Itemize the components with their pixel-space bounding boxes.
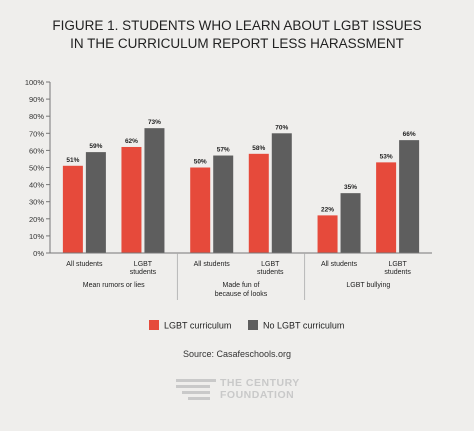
legend: LGBT curriculum No LGBT curriculum — [149, 320, 344, 331]
x-subgroup-label: LGBT — [261, 261, 280, 268]
logo-stripe — [176, 385, 210, 388]
chart-title-line-2: IN THE CURRICULUM REPORT LESS HARASSMENT — [70, 36, 404, 51]
bar-lgbt-curriculum — [121, 146, 142, 253]
legend-label: LGBT curriculum — [164, 321, 231, 331]
bar-lgbt-curriculum — [190, 167, 211, 253]
bar-lgbt-curriculum — [317, 215, 338, 253]
bar-value-label: 66% — [403, 131, 416, 138]
x-subgroup-label: students — [130, 269, 157, 276]
logo-text-line-1: THE CENTURY — [220, 377, 300, 389]
y-tick-label: 90% — [29, 95, 44, 104]
x-subgroup-label: students — [384, 269, 411, 276]
y-tick-label: 40% — [29, 181, 44, 190]
bar-no-lgbt-curriculum — [271, 133, 292, 253]
century-foundation-logo: THE CENTURY FOUNDATION — [176, 377, 300, 401]
legend-swatch — [248, 320, 258, 330]
bar-value-label: 62% — [125, 138, 138, 145]
x-subgroup-label: students — [257, 269, 284, 276]
bar-value-label: 51% — [66, 157, 79, 164]
source-text: Source: Casafeschools.org — [183, 349, 291, 359]
x-group-label: Mean rumors or lies — [83, 282, 145, 289]
x-group-label: LGBT bullying — [346, 282, 390, 289]
bar-no-lgbt-curriculum — [213, 155, 234, 253]
y-axis: 0% 10% 20% 30% 40% 50% 60% 70% 80% 90% 100% — [25, 78, 51, 258]
y-tick-label: 80% — [29, 112, 44, 121]
logo-text-line-2: FOUNDATION — [220, 389, 294, 401]
x-group-label: Made fun of — [223, 282, 260, 289]
bar-value-label: 58% — [252, 145, 265, 152]
y-tick-label: 20% — [29, 215, 44, 224]
bar-no-lgbt-curriculum — [85, 152, 106, 253]
logo-stripe — [182, 391, 210, 394]
logo-stripe — [188, 397, 210, 400]
bar-value-label: 59% — [89, 143, 102, 150]
y-tick-label: 100% — [25, 78, 45, 87]
x-subgroup-label: All students — [66, 261, 103, 268]
bar-value-label: 50% — [194, 159, 207, 166]
bar-no-lgbt-curriculum — [399, 140, 420, 253]
y-tick-label: 0% — [33, 249, 44, 258]
chart-title-line-1: FIGURE 1. STUDENTS WHO LEARN ABOUT LGBT … — [52, 18, 421, 33]
x-subgroup-label: LGBT — [134, 261, 153, 268]
y-tick-label: 10% — [29, 232, 44, 241]
y-tick-label: 30% — [29, 198, 44, 207]
x-subgroup-label: LGBT — [388, 261, 407, 268]
bar-value-label: 73% — [148, 119, 161, 126]
logo-stripe — [176, 379, 216, 382]
x-subgroup-label: All students — [321, 261, 358, 268]
bar-value-label: 22% — [321, 206, 334, 213]
logo-mark-icon — [176, 379, 216, 400]
bar-value-label: 70% — [275, 124, 288, 131]
y-tick-label: 60% — [29, 146, 44, 155]
bar-lgbt-curriculum — [376, 162, 397, 253]
bar-lgbt-curriculum — [248, 153, 269, 253]
bar-value-label: 35% — [344, 184, 357, 191]
bar-no-lgbt-curriculum — [144, 128, 165, 253]
legend-swatch — [149, 320, 159, 330]
bar-no-lgbt-curriculum — [340, 193, 361, 253]
x-group-label: because of looks — [215, 291, 268, 298]
bar-lgbt-curriculum — [62, 165, 83, 253]
y-tick-label: 50% — [29, 164, 44, 173]
legend-label: No LGBT curriculum — [263, 321, 344, 331]
x-subgroup-label: All students — [194, 261, 231, 268]
bar-value-label: 57% — [217, 147, 230, 154]
bars: 51% 59% 62% 73% 50% 57% 58% 70% 22% 35% 53% 66% — [62, 119, 420, 253]
bar-value-label: 53% — [380, 153, 393, 160]
y-tick-label: 70% — [29, 129, 44, 138]
